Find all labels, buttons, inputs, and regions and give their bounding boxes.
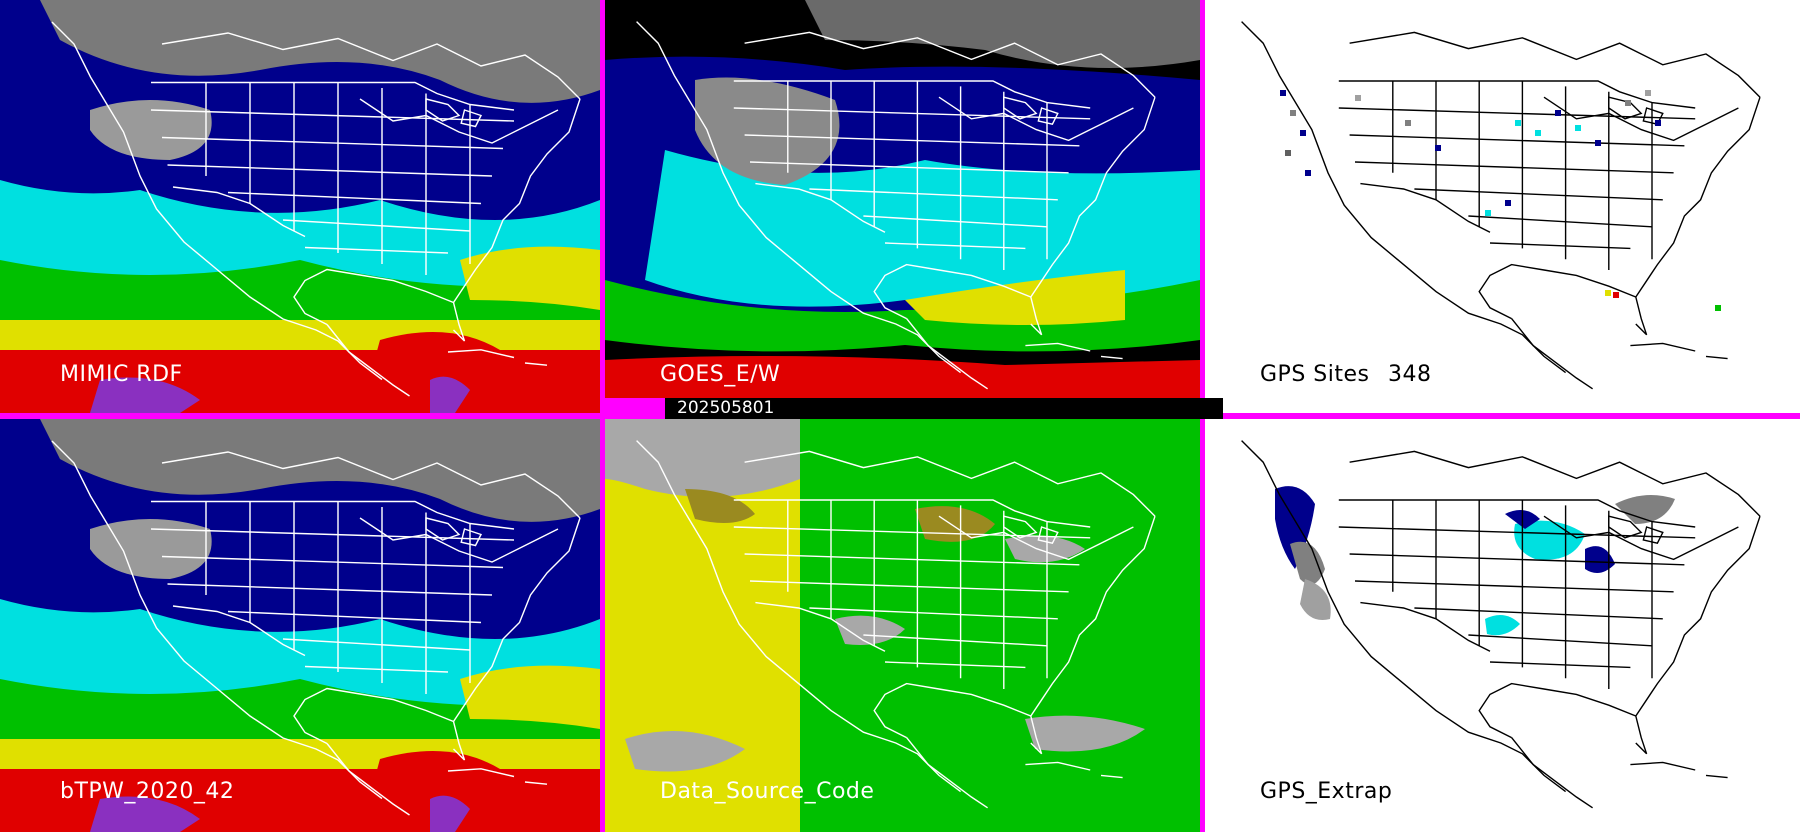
panel-label-gps-extrap: GPS_Extrap	[1260, 779, 1393, 804]
panel-btpw: bTPW_2020_42	[0, 419, 600, 832]
panel-label-gps-sites: GPS Sites	[1260, 362, 1370, 387]
panel-label-source: Data_Source_Code	[660, 779, 875, 804]
gps-site-count: 348	[1388, 362, 1432, 387]
panel-mimic: MIMIC RDF	[0, 0, 600, 413]
timestamp-bar: 202505801	[665, 398, 1223, 419]
panel-label-btpw: bTPW_2020_42	[60, 779, 235, 804]
panel-goes: GOES_E/W	[605, 0, 1200, 398]
panel-gps-extrap: GPS_Extrap	[1205, 419, 1800, 832]
timestamp-text: 202505801	[677, 398, 775, 418]
gps-site-markers	[1280, 90, 1721, 311]
panel-source: Data_Source_Code	[605, 419, 1200, 832]
panel-gps-sites: GPS Sites 348	[1205, 0, 1800, 413]
panel-label-mimic: MIMIC RDF	[60, 362, 183, 387]
panel-label-goes: GOES_E/W	[660, 362, 781, 387]
